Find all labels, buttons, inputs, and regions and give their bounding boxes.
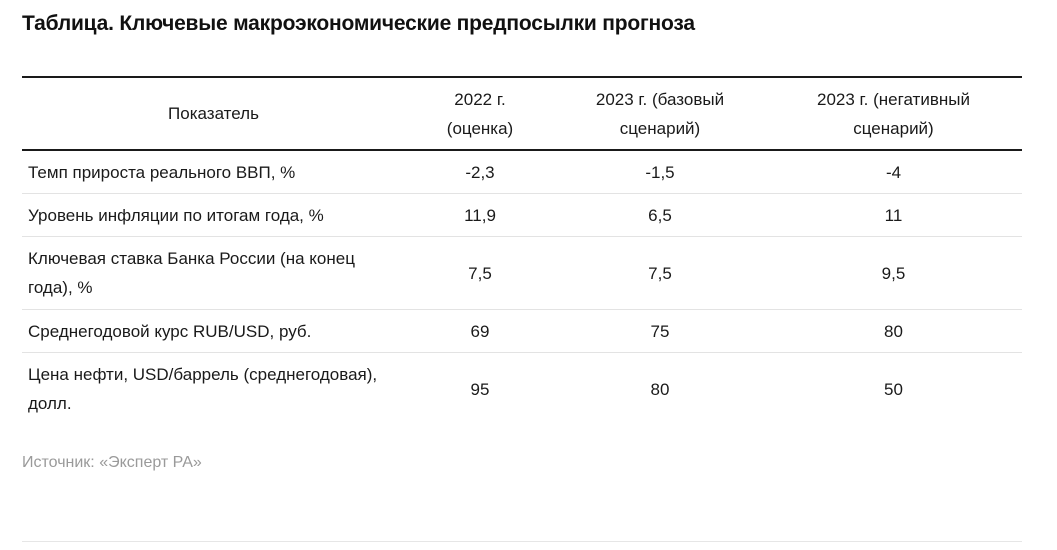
row-label: Ключевая ставка Банка России (на конец г… xyxy=(22,237,405,310)
cell-2023-negative: -4 xyxy=(885,162,902,182)
cell-2022: 69 xyxy=(470,321,490,341)
row-label: Цена нефти, USD/баррель (среднегодовая),… xyxy=(22,353,405,426)
cell-2023-negative: 80 xyxy=(884,321,903,341)
table-header-row: Показатель 2022 г. (оценка) 2023 г. (баз… xyxy=(22,77,1022,150)
source-note: Источник: «Эксперт РА» xyxy=(22,454,202,471)
header-2022-estimate: 2022 г. (оценка) xyxy=(405,77,555,150)
header-line: 2022 г. xyxy=(454,89,506,109)
cell-2023-negative: 11 xyxy=(884,205,903,225)
row-label: Темп прироста реального ВВП, % xyxy=(22,150,405,194)
forecast-table: Показатель 2022 г. (оценка) 2023 г. (баз… xyxy=(22,76,1022,425)
header-2023-negative: 2023 г. (негативный сценарий) xyxy=(765,77,1022,150)
cell-2023-negative: 50 xyxy=(884,379,903,399)
label-line: Ключевая ставка Банка России (на конец xyxy=(28,249,355,268)
table-row: Темп прироста реального ВВП, % -2,3 -1,5… xyxy=(22,150,1022,194)
table-row: Ключевая ставка Банка России (на конец г… xyxy=(22,237,1022,310)
cell-2023-base: 6,5 xyxy=(648,205,672,225)
header-line: Показатель xyxy=(168,104,259,123)
header-line: сценарий) xyxy=(853,118,934,138)
divider xyxy=(22,541,1022,542)
header-line: 2023 г. (базовый xyxy=(595,89,725,109)
table-row: Среднегодовой курс RUB/USD, руб. 69 75 8… xyxy=(22,310,1022,353)
cell-2023-base: -1,5 xyxy=(645,162,675,182)
cell-2022: 7,5 xyxy=(468,263,492,283)
label-line: Темп прироста реального ВВП, % xyxy=(28,162,296,182)
row-label: Среднегодовой курс RUB/USD, руб. xyxy=(22,310,405,353)
label-line: Среднегодовой курс RUB/USD, руб. xyxy=(28,321,312,341)
table-row: Цена нефти, USD/баррель (среднегодовая),… xyxy=(22,353,1022,426)
header-indicator: Показатель xyxy=(22,77,405,150)
cell-2022: 11,9 xyxy=(464,205,496,225)
label-line: долл. xyxy=(28,394,72,413)
cell-2023-base: 75 xyxy=(650,321,670,341)
label-line: года), % xyxy=(28,278,93,297)
header-line: (оценка) xyxy=(446,118,514,138)
header-2023-base: 2023 г. (базовый сценарий) xyxy=(555,77,765,150)
cell-2023-base: 80 xyxy=(650,379,670,399)
page-title: Таблица. Ключевые макроэкономические пре… xyxy=(22,12,695,35)
cell-2022: 95 xyxy=(470,379,490,399)
header-line: сценарий) xyxy=(619,118,701,138)
label-line: Цена нефти, USD/баррель (среднегодовая), xyxy=(28,365,378,384)
cell-2022: -2,3 xyxy=(465,162,495,182)
row-label: Уровень инфляции по итогам года, % xyxy=(22,194,405,237)
header-line: 2023 г. (негативный xyxy=(817,89,970,109)
cell-2023-base: 7,5 xyxy=(648,263,672,283)
table-row: Уровень инфляции по итогам года, % 11,9 … xyxy=(22,194,1022,237)
label-line: Уровень инфляции по итогам года, % xyxy=(28,205,324,225)
cell-2023-negative: 9,5 xyxy=(881,263,906,283)
